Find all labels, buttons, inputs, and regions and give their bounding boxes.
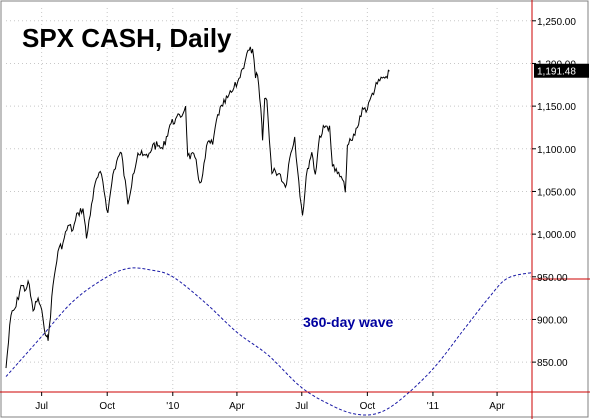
x-tick-label: Oct xyxy=(99,401,115,412)
y-tick-label: 1,150.00 xyxy=(537,102,576,113)
wave-series-line xyxy=(5,267,533,416)
price-series-line xyxy=(5,46,390,369)
x-tick-label: Apr xyxy=(489,401,505,412)
last-value-label: 1,191.48 xyxy=(537,67,576,78)
x-tick-label: Oct xyxy=(360,401,376,412)
wave-label: 360-day wave xyxy=(303,314,393,330)
chart-title: SPX CASH, Daily xyxy=(22,23,232,53)
y-tick-label: 1,250.00 xyxy=(537,17,576,28)
last-value-badge: 1,191.48 xyxy=(534,63,589,78)
last-value-box xyxy=(534,63,589,78)
y-tick-label: 850.00 xyxy=(537,358,568,369)
y-tick-label: 1,050.00 xyxy=(537,187,576,198)
x-tick-label: '10 xyxy=(166,401,179,412)
y-tick-label: 950.00 xyxy=(537,273,568,284)
x-tick-label: Jul xyxy=(35,401,48,412)
x-axis: Jul Oct '10 Apr Jul Oct '11 Apr xyxy=(35,392,506,412)
y-tick-label: 1,100.00 xyxy=(537,145,576,156)
y-tick-label: 1,000.00 xyxy=(537,230,576,241)
x-tick-label: '11 xyxy=(427,401,440,412)
x-grid xyxy=(41,8,498,392)
y-tick-label: 900.00 xyxy=(537,315,568,326)
x-tick-label: Jul xyxy=(295,401,308,412)
x-tick-label: Apr xyxy=(229,401,245,412)
